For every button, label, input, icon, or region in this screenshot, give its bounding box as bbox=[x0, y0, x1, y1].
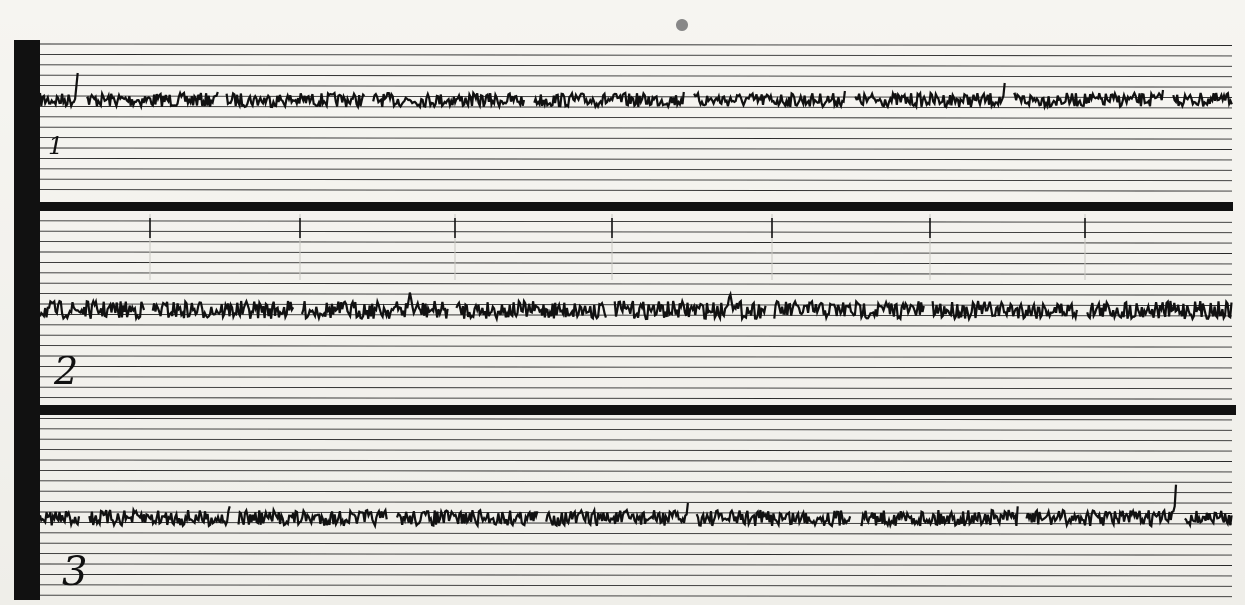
trace-1 bbox=[38, 72, 1233, 111]
rule-line bbox=[39, 480, 1233, 483]
trace-2 bbox=[38, 290, 1233, 323]
rule-line bbox=[39, 438, 1233, 442]
rule-line bbox=[39, 282, 1233, 286]
rule-line bbox=[39, 345, 1233, 348]
rule-line bbox=[39, 189, 1233, 192]
rule-line bbox=[39, 168, 1233, 171]
rule-line bbox=[39, 324, 1233, 327]
panel-label-1: 1 bbox=[48, 132, 64, 160]
left-margin-bar bbox=[14, 40, 40, 600]
rule-line bbox=[39, 147, 1233, 150]
timing-marks bbox=[149, 214, 1086, 280]
rule-line bbox=[39, 74, 1233, 78]
rule-line bbox=[39, 105, 1233, 109]
rule-line bbox=[39, 417, 1233, 421]
rule-line bbox=[39, 261, 1233, 265]
rule-line bbox=[39, 85, 1233, 88]
rule-line bbox=[39, 386, 1233, 390]
rule-line bbox=[39, 303, 1233, 306]
rule-line bbox=[39, 355, 1233, 358]
rule-line bbox=[39, 490, 1233, 494]
trace-3 bbox=[38, 484, 1233, 530]
rule-line bbox=[39, 573, 1233, 577]
rule-line bbox=[39, 397, 1233, 400]
horizontal-rules bbox=[39, 43, 1233, 598]
recorded-traces bbox=[38, 72, 1233, 530]
separator-bar-2 bbox=[40, 405, 1236, 415]
panel-label-3: 3 bbox=[62, 549, 88, 595]
rule-line bbox=[39, 334, 1233, 338]
rule-line bbox=[39, 542, 1233, 546]
rule-line bbox=[39, 376, 1233, 379]
rule-line bbox=[39, 241, 1233, 244]
rule-line bbox=[39, 532, 1233, 535]
rule-line bbox=[39, 563, 1233, 566]
rule-line bbox=[39, 449, 1233, 452]
rule-line bbox=[39, 469, 1233, 473]
rule-line bbox=[39, 137, 1233, 140]
rule-line bbox=[39, 594, 1233, 598]
rule-line bbox=[39, 220, 1233, 223]
separator-bar-1 bbox=[40, 202, 1233, 211]
rule-line bbox=[39, 365, 1233, 369]
rule-line bbox=[39, 178, 1233, 182]
rule-line bbox=[39, 272, 1233, 275]
rule-line bbox=[39, 53, 1233, 57]
rule-line bbox=[39, 230, 1233, 234]
rule-line bbox=[39, 116, 1233, 119]
rule-line bbox=[39, 126, 1233, 130]
punch-hole bbox=[676, 19, 688, 31]
rule-line bbox=[39, 501, 1233, 504]
rule-line bbox=[39, 43, 1233, 46]
rule-line bbox=[39, 553, 1233, 556]
rule-line bbox=[39, 157, 1233, 161]
rule-line bbox=[39, 511, 1233, 514]
panel-label-2: 2 bbox=[54, 349, 79, 393]
rule-line bbox=[39, 584, 1233, 587]
rule-line bbox=[39, 428, 1233, 431]
rule-line bbox=[39, 293, 1233, 296]
rule-line bbox=[39, 64, 1233, 67]
rule-line bbox=[39, 251, 1233, 254]
rule-line bbox=[39, 459, 1233, 462]
